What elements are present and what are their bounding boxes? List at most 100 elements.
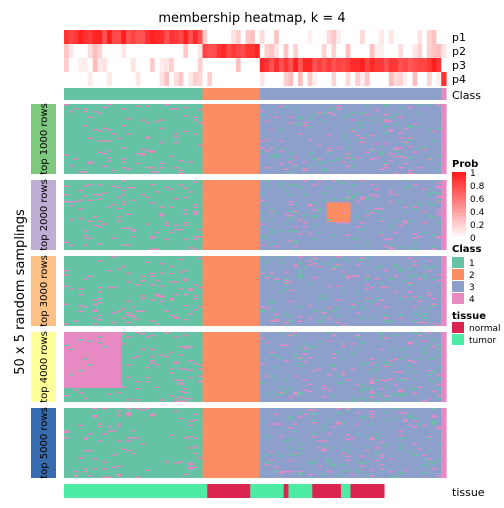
membership-cell xyxy=(116,122,122,125)
membership-cell xyxy=(255,182,261,185)
membership-cell xyxy=(422,161,428,164)
membership-cell xyxy=(307,167,313,169)
membership-cell xyxy=(126,160,132,162)
membership-cell xyxy=(235,171,242,174)
membership-cell xyxy=(226,167,232,169)
membership-cell xyxy=(183,154,189,157)
membership-cell xyxy=(297,108,304,111)
membership-cell xyxy=(388,153,395,155)
class-cell xyxy=(159,88,165,100)
membership-cell xyxy=(102,168,108,171)
membership-cell xyxy=(145,133,151,136)
membership-cell xyxy=(226,184,232,187)
membership-cell xyxy=(393,161,399,164)
prob-cell xyxy=(97,44,103,58)
membership-cell xyxy=(340,148,347,151)
membership-cell xyxy=(250,111,256,113)
membership-cell xyxy=(255,141,261,144)
membership-cell xyxy=(403,104,409,106)
membership-cell xyxy=(269,161,275,164)
membership-cell xyxy=(235,118,242,120)
membership-cell xyxy=(407,112,414,115)
membership-cell xyxy=(216,153,223,155)
membership-cell xyxy=(87,146,94,148)
membership-cell xyxy=(145,161,151,164)
membership-cell xyxy=(407,168,414,171)
membership-cell xyxy=(283,165,290,168)
membership-cell xyxy=(288,146,294,148)
membership-cell xyxy=(83,167,89,169)
membership-cell xyxy=(293,109,299,112)
prob-cell xyxy=(422,30,428,44)
membership-cell xyxy=(135,112,141,115)
membership-cell xyxy=(226,137,232,140)
membership-cell xyxy=(173,119,180,122)
membership-cell xyxy=(379,119,385,122)
membership-cell xyxy=(274,127,280,130)
membership-cell xyxy=(436,141,442,144)
membership-cell xyxy=(340,169,347,172)
membership-cell xyxy=(116,158,122,161)
membership-cell xyxy=(78,105,84,108)
membership-cell xyxy=(154,161,161,164)
membership-cell xyxy=(297,167,304,169)
membership-cell xyxy=(68,108,75,111)
membership-cell xyxy=(403,116,409,119)
membership-cell xyxy=(216,188,223,191)
membership-cell xyxy=(312,134,318,137)
membership-cell xyxy=(240,171,247,174)
membership-cell xyxy=(121,134,127,137)
membership-cell xyxy=(307,153,313,155)
membership-cell xyxy=(283,133,290,136)
membership-cell xyxy=(269,150,275,153)
membership-cell xyxy=(297,172,304,175)
membership-cell xyxy=(216,143,223,146)
membership-cell xyxy=(183,116,189,119)
membership-cell xyxy=(317,144,323,147)
membership-cell xyxy=(235,169,242,172)
membership-cell xyxy=(130,167,137,169)
membership-cell xyxy=(336,188,342,191)
membership-cell xyxy=(145,150,151,153)
membership-cell xyxy=(278,106,285,109)
membership-cell xyxy=(145,146,151,148)
membership-cell xyxy=(145,148,151,151)
membership-cell xyxy=(302,122,309,125)
prob-cell xyxy=(278,30,285,44)
membership-cell xyxy=(140,113,146,116)
membership-cell xyxy=(92,108,99,111)
membership-cell xyxy=(73,180,79,182)
membership-cell xyxy=(307,151,313,154)
membership-cell xyxy=(159,133,165,136)
membership-cell xyxy=(87,140,94,143)
membership-cell xyxy=(326,182,332,185)
membership-cell xyxy=(278,111,285,113)
membership-cell xyxy=(250,167,256,169)
membership-cell xyxy=(345,140,352,143)
membership-cell xyxy=(274,143,280,146)
membership-cell xyxy=(274,133,280,136)
membership-cell xyxy=(426,126,433,129)
prob-cell xyxy=(140,44,146,58)
class-cell xyxy=(87,88,94,100)
membership-cell xyxy=(73,119,79,122)
prob-cell xyxy=(245,72,251,86)
membership-cell xyxy=(398,184,404,187)
membership-cell xyxy=(255,147,261,150)
membership-cell xyxy=(407,143,414,146)
membership-cell xyxy=(345,168,352,171)
membership-cell xyxy=(173,172,180,175)
membership-cell xyxy=(140,119,146,122)
membership-cell xyxy=(231,134,237,137)
membership-cell xyxy=(302,104,309,106)
membership-cell xyxy=(130,164,137,167)
membership-cell xyxy=(302,113,309,116)
membership-cell xyxy=(307,180,313,182)
membership-cell xyxy=(240,169,247,172)
membership-cell xyxy=(231,113,237,116)
membership-cell xyxy=(340,155,347,158)
membership-cell xyxy=(178,148,184,151)
prob-cell xyxy=(393,72,399,86)
membership-cell xyxy=(350,112,356,115)
membership-cell xyxy=(197,136,204,139)
